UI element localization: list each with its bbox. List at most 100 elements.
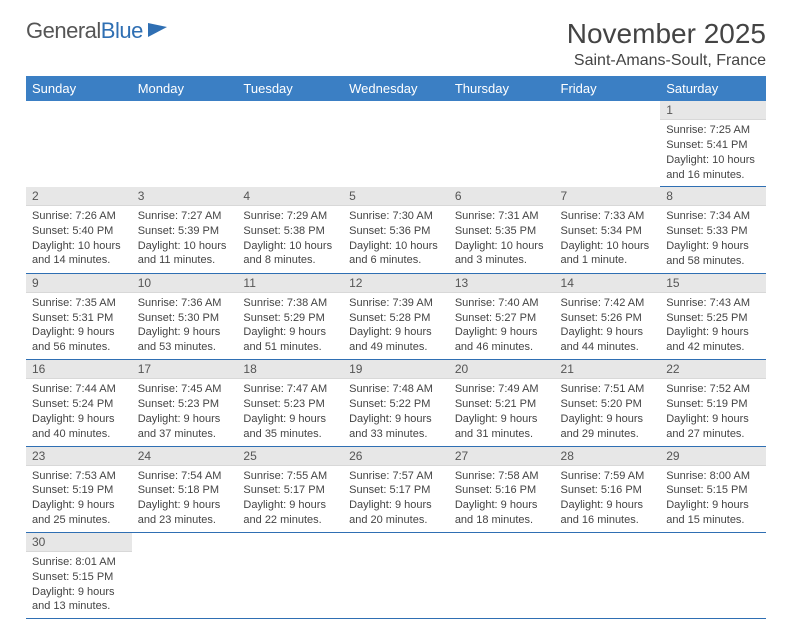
sunrise-line: Sunrise: 7:40 AM [455, 296, 549, 311]
calendar-cell: 15Sunrise: 7:43 AMSunset: 5:25 PMDayligh… [660, 273, 766, 359]
sunrise-line: Sunrise: 7:59 AM [561, 469, 655, 484]
day-details: Sunrise: 7:49 AMSunset: 5:21 PMDaylight:… [449, 379, 555, 445]
calendar-page: GeneralBlue November 2025 Saint-Amans-So… [0, 0, 792, 629]
brand-part1: General [26, 18, 101, 44]
daylight-line: Daylight: 9 hours and 18 minutes. [455, 498, 549, 528]
calendar-cell: 21Sunrise: 7:51 AMSunset: 5:20 PMDayligh… [555, 360, 661, 446]
calendar-cell: 14Sunrise: 7:42 AMSunset: 5:26 PMDayligh… [555, 273, 661, 359]
calendar-cell: 6Sunrise: 7:31 AMSunset: 5:35 PMDaylight… [449, 187, 555, 273]
header: GeneralBlue November 2025 Saint-Amans-So… [26, 18, 766, 70]
sunrise-line: Sunrise: 7:36 AM [138, 296, 232, 311]
day-details: Sunrise: 7:25 AMSunset: 5:41 PMDaylight:… [660, 120, 766, 186]
sunset-line: Sunset: 5:16 PM [561, 483, 655, 498]
day-details: Sunrise: 7:44 AMSunset: 5:24 PMDaylight:… [26, 379, 132, 445]
sunset-line: Sunset: 5:36 PM [349, 224, 443, 239]
calendar-cell: 5Sunrise: 7:30 AMSunset: 5:36 PMDaylight… [343, 187, 449, 273]
day-number: 28 [555, 447, 661, 466]
sunset-line: Sunset: 5:26 PM [561, 311, 655, 326]
daylight-line: Daylight: 10 hours and 1 minute. [561, 239, 655, 269]
daylight-line: Daylight: 10 hours and 8 minutes. [243, 239, 337, 269]
daylight-line: Daylight: 9 hours and 20 minutes. [349, 498, 443, 528]
flag-icon [147, 22, 169, 40]
daylight-line: Daylight: 9 hours and 40 minutes. [32, 412, 126, 442]
calendar-cell: 24Sunrise: 7:54 AMSunset: 5:18 PMDayligh… [132, 446, 238, 532]
daylight-line: Daylight: 9 hours and 22 minutes. [243, 498, 337, 528]
day-number: 16 [26, 360, 132, 379]
day-number: 3 [132, 187, 238, 206]
sunset-line: Sunset: 5:18 PM [138, 483, 232, 498]
sunrise-line: Sunrise: 7:47 AM [243, 382, 337, 397]
sunrise-line: Sunrise: 7:38 AM [243, 296, 337, 311]
calendar-cell: .. [660, 532, 766, 618]
day-details: Sunrise: 7:45 AMSunset: 5:23 PMDaylight:… [132, 379, 238, 445]
day-details: Sunrise: 7:30 AMSunset: 5:36 PMDaylight:… [343, 206, 449, 272]
day-details: Sunrise: 7:35 AMSunset: 5:31 PMDaylight:… [26, 293, 132, 359]
day-number: 9 [26, 274, 132, 293]
calendar-cell: .. [449, 101, 555, 187]
sunset-line: Sunset: 5:35 PM [455, 224, 549, 239]
calendar-cell: 26Sunrise: 7:57 AMSunset: 5:17 PMDayligh… [343, 446, 449, 532]
sunset-line: Sunset: 5:19 PM [32, 483, 126, 498]
daylight-line: Daylight: 10 hours and 3 minutes. [455, 239, 549, 269]
calendar-cell: 11Sunrise: 7:38 AMSunset: 5:29 PMDayligh… [237, 273, 343, 359]
day-details: Sunrise: 7:42 AMSunset: 5:26 PMDaylight:… [555, 293, 661, 359]
day-details: Sunrise: 7:48 AMSunset: 5:22 PMDaylight:… [343, 379, 449, 445]
daylight-line: Daylight: 9 hours and 44 minutes. [561, 325, 655, 355]
day-details: Sunrise: 8:01 AMSunset: 5:15 PMDaylight:… [26, 552, 132, 618]
sunrise-line: Sunrise: 7:42 AM [561, 296, 655, 311]
calendar-cell: .. [343, 101, 449, 187]
day-details: Sunrise: 7:38 AMSunset: 5:29 PMDaylight:… [237, 293, 343, 359]
day-number: 11 [237, 274, 343, 293]
weekday-header: Monday [132, 76, 238, 101]
weekday-header: Thursday [449, 76, 555, 101]
day-number: 1 [660, 101, 766, 120]
calendar-row: 23Sunrise: 7:53 AMSunset: 5:19 PMDayligh… [26, 446, 766, 532]
day-number: 5 [343, 187, 449, 206]
sunrise-line: Sunrise: 7:31 AM [455, 209, 549, 224]
daylight-line: Daylight: 9 hours and 33 minutes. [349, 412, 443, 442]
calendar-cell: .. [237, 532, 343, 618]
day-details: Sunrise: 7:52 AMSunset: 5:19 PMDaylight:… [660, 379, 766, 445]
daylight-line: Daylight: 9 hours and 15 minutes. [666, 498, 760, 528]
day-number: 6 [449, 187, 555, 206]
day-number: 29 [660, 447, 766, 466]
sunrise-line: Sunrise: 7:26 AM [32, 209, 126, 224]
day-number: 19 [343, 360, 449, 379]
calendar-table: SundayMondayTuesdayWednesdayThursdayFrid… [26, 76, 766, 619]
daylight-line: Daylight: 9 hours and 16 minutes. [561, 498, 655, 528]
sunset-line: Sunset: 5:38 PM [243, 224, 337, 239]
calendar-cell: .. [343, 532, 449, 618]
sunset-line: Sunset: 5:27 PM [455, 311, 549, 326]
day-details: Sunrise: 7:39 AMSunset: 5:28 PMDaylight:… [343, 293, 449, 359]
daylight-line: Daylight: 9 hours and 25 minutes. [32, 498, 126, 528]
day-number: 25 [237, 447, 343, 466]
daylight-line: Daylight: 10 hours and 11 minutes. [138, 239, 232, 269]
sunset-line: Sunset: 5:23 PM [243, 397, 337, 412]
sunset-line: Sunset: 5:15 PM [666, 483, 760, 498]
daylight-line: Daylight: 9 hours and 23 minutes. [138, 498, 232, 528]
sunset-line: Sunset: 5:40 PM [32, 224, 126, 239]
day-details: Sunrise: 7:31 AMSunset: 5:35 PMDaylight:… [449, 206, 555, 272]
sunset-line: Sunset: 5:25 PM [666, 311, 760, 326]
sunset-line: Sunset: 5:20 PM [561, 397, 655, 412]
daylight-line: Daylight: 9 hours and 56 minutes. [32, 325, 126, 355]
day-details: Sunrise: 7:59 AMSunset: 5:16 PMDaylight:… [555, 466, 661, 532]
calendar-cell: 22Sunrise: 7:52 AMSunset: 5:19 PMDayligh… [660, 360, 766, 446]
daylight-line: Daylight: 9 hours and 13 minutes. [32, 585, 126, 615]
sunrise-line: Sunrise: 7:29 AM [243, 209, 337, 224]
logo: GeneralBlue [26, 18, 169, 44]
calendar-cell: 19Sunrise: 7:48 AMSunset: 5:22 PMDayligh… [343, 360, 449, 446]
sunrise-line: Sunrise: 7:58 AM [455, 469, 549, 484]
sunrise-line: Sunrise: 7:45 AM [138, 382, 232, 397]
calendar-cell: 20Sunrise: 7:49 AMSunset: 5:21 PMDayligh… [449, 360, 555, 446]
day-details: Sunrise: 7:51 AMSunset: 5:20 PMDaylight:… [555, 379, 661, 445]
day-details: Sunrise: 7:55 AMSunset: 5:17 PMDaylight:… [237, 466, 343, 532]
sunset-line: Sunset: 5:19 PM [666, 397, 760, 412]
daylight-line: Daylight: 9 hours and 51 minutes. [243, 325, 337, 355]
calendar-cell: 13Sunrise: 7:40 AMSunset: 5:27 PMDayligh… [449, 273, 555, 359]
day-details: Sunrise: 7:47 AMSunset: 5:23 PMDaylight:… [237, 379, 343, 445]
calendar-cell: 7Sunrise: 7:33 AMSunset: 5:34 PMDaylight… [555, 187, 661, 273]
sunrise-line: Sunrise: 7:33 AM [561, 209, 655, 224]
calendar-row: 9Sunrise: 7:35 AMSunset: 5:31 PMDaylight… [26, 273, 766, 359]
day-details: Sunrise: 7:40 AMSunset: 5:27 PMDaylight:… [449, 293, 555, 359]
